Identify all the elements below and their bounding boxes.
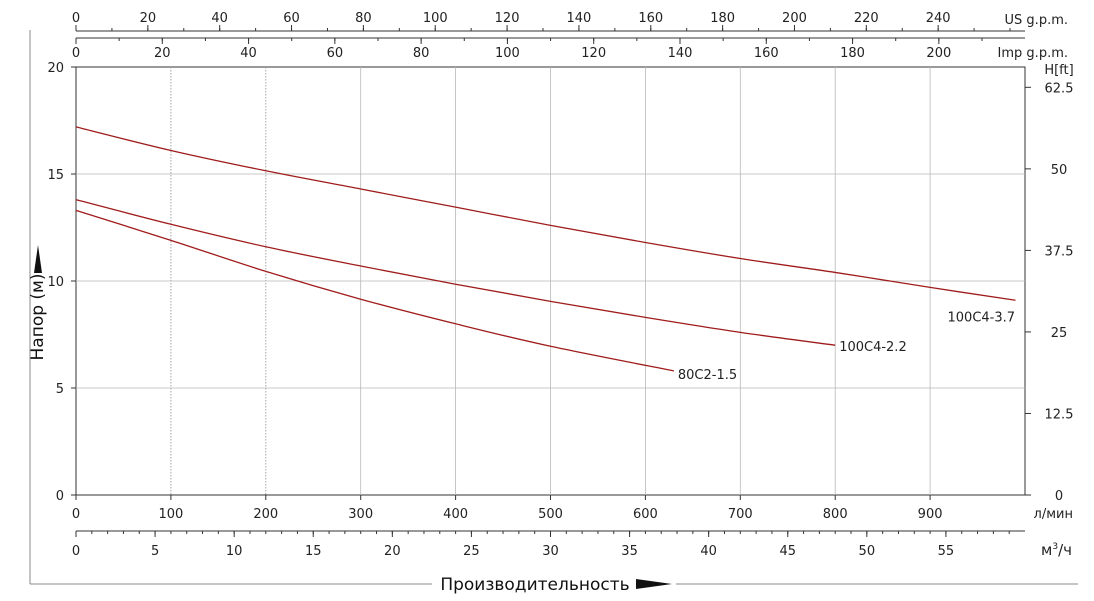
series-line-100c4-2-2 — [75, 199, 836, 346]
imp-gpm-tick-label: 180 — [840, 46, 865, 61]
m3h-tick-label: 35 — [621, 544, 638, 559]
y-tick-label: 0 — [56, 489, 64, 504]
lpm-tick-label: 200 — [253, 507, 278, 522]
us-gpm-tick-label: 100 — [423, 11, 448, 26]
y-axis-title: Напор (м) — [28, 273, 48, 360]
y-right-tick-label: 62.5 — [1045, 81, 1074, 96]
series-line-100c4-3-7 — [75, 126, 1016, 301]
lpm-tick-label: 400 — [443, 507, 468, 522]
grid — [76, 67, 1025, 495]
series-label-100c4-3-7: 100C4-3.7 — [948, 310, 1016, 325]
us-gpm-tick-label: 80 — [355, 11, 372, 26]
y-axis-arrow-icon — [34, 245, 42, 273]
imp-gpm-unit: Imp g.p.m. — [998, 46, 1068, 61]
us-gpm-tick-label: 160 — [638, 11, 663, 26]
imp-gpm-tick-label: 20 — [154, 46, 171, 61]
us-gpm-tick-label: 0 — [72, 11, 80, 26]
series-label-100c4-2-2: 100C4-2.2 — [839, 340, 907, 355]
us-gpm-tick-label: 180 — [710, 11, 735, 26]
imp-gpm-tick-label: 140 — [668, 46, 693, 61]
y-right-tick-label: 0 — [1055, 489, 1063, 504]
y-tick-label: 10 — [47, 275, 64, 290]
lpm-unit: л/мин — [1034, 507, 1073, 522]
lpm-tick-label: 0 — [72, 507, 80, 522]
y-right-tick-label: 12.5 — [1045, 407, 1074, 422]
lpm-tick-label: 800 — [823, 507, 848, 522]
us-gpm-unit: US g.p.m. — [1005, 13, 1068, 28]
us-gpm-tick-label: 140 — [567, 11, 592, 26]
us-gpm-tick-label: 240 — [926, 11, 951, 26]
m3h-unit: м3/ч — [1041, 541, 1072, 559]
lpm-tick-label: 100 — [158, 507, 183, 522]
imp-gpm-tick-label: 40 — [240, 46, 257, 61]
m3h-tick-label: 55 — [938, 544, 955, 559]
curves: 100C4-3.7 100C4-2.2 80C2-1.5 — [75, 126, 1016, 383]
us-gpm-tick-label: 40 — [211, 11, 228, 26]
m3h-tick-label: 5 — [151, 544, 159, 559]
imp-gpm-tick-label: 60 — [327, 46, 344, 61]
lpm-tick-label: 500 — [538, 507, 563, 522]
imp-gpm-tick-label: 100 — [495, 46, 520, 61]
us-gpm-tick-label: 60 — [283, 11, 300, 26]
m3h-tick-label: 30 — [542, 544, 559, 559]
m3h-tick-label: 40 — [700, 544, 717, 559]
imp-gpm-tick-label: 0 — [72, 46, 80, 61]
lpm-tick-label: 300 — [348, 507, 373, 522]
y-right-unit: H[ft] — [1044, 63, 1073, 78]
x-axis-title: Производительность — [440, 575, 629, 595]
us-gpm-tick-label: 20 — [140, 11, 157, 26]
us-gpm-tick-label: 200 — [782, 11, 807, 26]
x-axis-arrow-icon — [636, 579, 672, 589]
m3h-tick-label: 45 — [779, 544, 796, 559]
y-axis-title-group: Напор (м) — [28, 245, 48, 361]
y-right-tick-label: 25 — [1051, 326, 1068, 341]
m3h-tick-label: 50 — [859, 544, 876, 559]
imp-gpm-tick-label: 80 — [413, 46, 430, 61]
imp-gpm-tick-label: 120 — [581, 46, 606, 61]
series-line-80c2-1-5 — [75, 209, 674, 372]
y-tick-label: 5 — [56, 382, 64, 397]
lpm-tick-label: 700 — [728, 507, 753, 522]
us-gpm-tick-label: 120 — [495, 11, 520, 26]
imp-gpm-tick-label: 200 — [926, 46, 951, 61]
y-right-tick-label: 37.5 — [1045, 244, 1074, 259]
m3h-tick-label: 20 — [384, 544, 401, 559]
lpm-tick-label: 600 — [633, 507, 658, 522]
y-tick-label: 15 — [47, 168, 64, 183]
imp-gpm-tick-label: 160 — [754, 46, 779, 61]
series-label-80c2-1-5: 80C2-1.5 — [678, 368, 737, 383]
lpm-tick-label: 900 — [918, 507, 943, 522]
y-tick-label: 20 — [47, 61, 64, 76]
y-right-tick-label: 50 — [1051, 163, 1068, 178]
m3h-tick-label: 15 — [305, 544, 322, 559]
m3h-tick-label: 25 — [463, 544, 480, 559]
m3h-tick-label: 0 — [72, 544, 80, 559]
us-gpm-tick-label: 220 — [854, 11, 879, 26]
m3h-tick-label: 10 — [226, 544, 243, 559]
